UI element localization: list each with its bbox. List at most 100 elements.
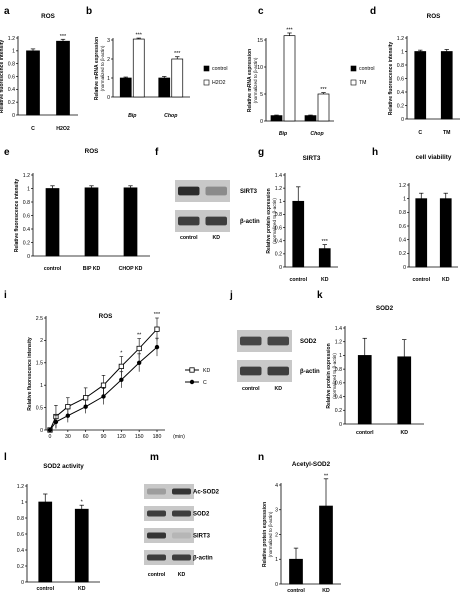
panel-n-bar [289, 558, 303, 585]
panel-i-y-tick-label: 0.5 [36, 405, 43, 411]
panel-i-point [65, 404, 71, 410]
panel-i-x-tick-label: 30 [65, 434, 71, 440]
blot-f-lane-label: control [180, 235, 198, 241]
panel-b-legend-label: control [212, 66, 228, 72]
panel-n-y-tick-label: 3 [275, 508, 278, 514]
panel-i-x-tick-label: 120 [117, 434, 126, 440]
blot-j: j SOD2 β-actin control KD [229, 290, 320, 392]
panel-g-y-tick-label: 1.2 [275, 186, 282, 192]
panel-i-x-tick-label: 150 [135, 434, 144, 440]
panel-g-y-tick-label: 0.6 [275, 225, 282, 231]
blot-f-membrane [175, 210, 230, 232]
blot-f-band [178, 216, 200, 226]
blot-m-band [147, 554, 166, 561]
blot-f-band [205, 216, 227, 226]
panel-d-title: ROS [427, 13, 441, 20]
panel-e-title: ROS [85, 148, 99, 155]
panel-n-significance: ** [324, 473, 329, 479]
panel-d-bar [440, 51, 453, 120]
panel-n-y-tick-label: 2 [275, 532, 278, 538]
panel-g-y-axis-label: Relative protein expression [266, 188, 272, 253]
panel-i-point [118, 363, 124, 369]
panel-h-y-tick-label: 0.4 [399, 237, 406, 243]
blot-j-letter: j [229, 290, 233, 301]
panel-g-x-tick-label: control [289, 277, 307, 283]
panel-i-letter: i [4, 290, 7, 301]
panel-b-legend-swatch [203, 65, 210, 72]
panel-n-x-tick-label: KD [322, 588, 330, 594]
panel-n-y-axis-label-sub: (normalized to β-actin) [268, 511, 273, 557]
panel-k-y-tick-label: 1 [339, 353, 342, 359]
panel-c-bar [270, 115, 283, 122]
blot-f-band-label: β-actin [240, 219, 260, 225]
panel-d-x-tick-label: C [418, 130, 422, 136]
panel-d-x-tick-label: TM [443, 130, 451, 136]
blot-m-lane-label: control [148, 572, 166, 578]
panel-a-letter: a [4, 6, 10, 17]
panel-n-y-tick-label: 1 [275, 557, 278, 563]
panel-d-y-axis-label: Relative fluorescence intensity [388, 42, 394, 116]
blot-m-band [147, 532, 166, 539]
panel-a-y-tick-label: 0.2 [8, 100, 15, 106]
blot-j-membrane [237, 360, 292, 382]
panel-b-bar [171, 58, 184, 98]
panel-d-y-tick-label: 0.2 [397, 103, 404, 109]
panel-b: b 0 1 2 3 Relative mRNA expression (normalized… [86, 6, 228, 119]
blot-m-band [147, 510, 166, 517]
blot-f-band [205, 186, 227, 196]
panel-c-x-tick-label: Bip [279, 131, 287, 137]
panel-n-x-tick-label: control [287, 588, 305, 594]
panel-b-y-tick-label: 0 [107, 95, 110, 101]
panel-k-y-tick-label: 1.2 [335, 340, 342, 346]
panel-h-bar [439, 198, 452, 268]
panel-d-y-tick-label: 1 [401, 49, 404, 55]
panel-g-y-tick-label: 0.8 [275, 212, 282, 218]
panel-g-x-tick-label: KD [321, 277, 329, 283]
panel-l: l SOD2 activity 0 0.2 0.4 0.6 0.8 1 1.2 control KD… [4, 452, 100, 592]
panel-d-y-tick-label: 0 [401, 117, 404, 123]
blot-f: f SIRT3 β-actin control KD [155, 147, 260, 241]
panel-i-x-tick-label: 60 [83, 434, 89, 440]
panel-c-legend-label: control [359, 66, 375, 72]
panel-l-significance: * [81, 500, 84, 506]
panel-b-y-axis-label: Relative mRNA expression [94, 37, 100, 100]
panel-h-y-tick-label: 1.2 [399, 183, 406, 189]
panel-k-y-tick-label: 0.8 [335, 367, 342, 373]
panel-l-y-tick-label: 1.2 [17, 484, 24, 490]
blot-m: m Ac-SOD2 SOD2 SIRT3 β-actin control KD [144, 452, 220, 578]
panel-c-y-axis-label-sub: (normalized to β-actin) [253, 57, 258, 103]
panel-a-y-tick-label: 1.2 [8, 36, 15, 42]
panel-i-point [53, 419, 59, 425]
panel-l-y-tick-label: 0.2 [17, 564, 24, 570]
panel-n-bar [319, 505, 333, 585]
panel-g-y-tick-label: 0.4 [275, 239, 282, 245]
panel-g-significance: *** [322, 239, 329, 245]
panel-b-y-tick-label: 3 [107, 38, 110, 44]
blot-m-membrane [144, 550, 194, 565]
panel-e-y-axis-label: Relative fluorescence intensity [14, 179, 20, 253]
panel-i-legend-marker [189, 379, 195, 385]
panel-i-y-tick-label: 0 [40, 428, 43, 434]
panel-e-y-tick-label: 1.2 [23, 173, 30, 179]
panel-i-y-tick-label: 1 [40, 383, 43, 389]
panel-l-y-tick-label: 0.4 [17, 548, 24, 554]
blot-m-band-label: SIRT3 [193, 534, 211, 540]
panel-i-y-axis-label: Relative fluorescence intensity [27, 337, 33, 411]
panel-i-y-tick-label: 2.5 [36, 316, 43, 322]
panel-i-y-tick-label: 1.5 [36, 361, 43, 367]
panel-i-significance: ** [137, 333, 142, 339]
panel-i: i ROS 0 0.5 1 1.5 2 2.5 Relative fluorescence in… [4, 290, 210, 440]
panel-b-bar [158, 77, 171, 98]
panel-c-y-tick-label: 5 [260, 92, 263, 98]
panel-i-legend-label: KD [203, 368, 210, 374]
panel-c-legend-label: TM [359, 80, 367, 86]
panel-l-bar [38, 501, 53, 583]
panel-h-x-tick-label: control [412, 277, 430, 283]
panel-i-legend-label: C [203, 380, 207, 386]
panel-n: n Acetyl-SOD2 0 1 2 3 4 Relative protein expres… [258, 452, 341, 594]
panel-k-bar [357, 355, 372, 425]
panel-l-x-tick-label: KD [78, 586, 86, 592]
panel-h-y-tick-label: 0.8 [399, 210, 406, 216]
panel-g: g SIRT3 0 0.2 0.4 0.6 0.8 1 1.2 1.4 Relative prote… [258, 147, 338, 283]
panel-l-y-tick-label: 0.6 [17, 532, 24, 538]
